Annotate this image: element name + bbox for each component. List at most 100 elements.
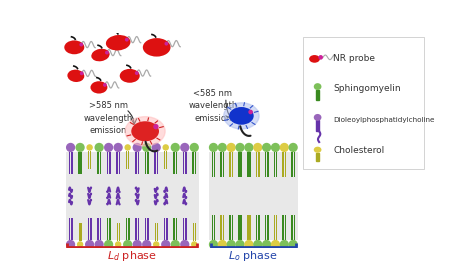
Bar	[128, 151, 129, 169]
Ellipse shape	[191, 241, 198, 248]
Bar	[166, 151, 167, 169]
Ellipse shape	[289, 240, 298, 249]
Circle shape	[79, 43, 83, 47]
Ellipse shape	[120, 69, 140, 83]
Ellipse shape	[253, 143, 263, 152]
Ellipse shape	[271, 143, 280, 152]
Ellipse shape	[244, 143, 254, 152]
Ellipse shape	[104, 143, 113, 152]
Bar	[229, 152, 231, 177]
Ellipse shape	[142, 240, 151, 249]
Bar	[316, 153, 319, 160]
Text: Cholesterol: Cholesterol	[333, 146, 384, 155]
Bar	[249, 215, 251, 240]
Ellipse shape	[133, 143, 142, 152]
Bar	[90, 218, 91, 240]
Bar	[88, 151, 89, 169]
Bar	[264, 152, 266, 177]
Ellipse shape	[218, 240, 227, 249]
Bar	[316, 90, 319, 100]
Bar	[69, 152, 70, 174]
Bar	[220, 215, 222, 240]
Circle shape	[103, 83, 107, 87]
Bar	[185, 152, 187, 174]
Circle shape	[319, 55, 323, 60]
Ellipse shape	[86, 144, 93, 151]
Bar	[293, 152, 295, 177]
Bar	[195, 152, 196, 174]
Circle shape	[125, 38, 129, 42]
Bar	[69, 218, 70, 240]
Ellipse shape	[153, 241, 159, 248]
Ellipse shape	[271, 240, 280, 249]
Bar	[285, 152, 286, 177]
Ellipse shape	[209, 143, 218, 152]
Ellipse shape	[94, 240, 104, 249]
Bar	[109, 218, 110, 240]
Bar	[214, 152, 215, 177]
Ellipse shape	[115, 241, 121, 248]
Bar	[183, 152, 184, 174]
Bar	[66, 152, 199, 240]
Bar	[220, 152, 222, 177]
Bar	[283, 215, 284, 240]
Bar	[273, 152, 275, 177]
Circle shape	[153, 124, 159, 129]
Bar	[232, 215, 233, 240]
Bar	[100, 218, 101, 240]
Bar	[107, 218, 108, 240]
Bar	[229, 215, 231, 240]
Ellipse shape	[289, 143, 298, 152]
Bar	[88, 218, 89, 240]
Bar	[97, 152, 99, 174]
Bar	[240, 215, 242, 240]
Ellipse shape	[314, 114, 321, 121]
Bar	[183, 218, 184, 240]
Bar	[126, 151, 128, 169]
Ellipse shape	[133, 240, 142, 249]
Ellipse shape	[262, 240, 271, 249]
Ellipse shape	[218, 143, 227, 152]
Bar	[147, 218, 149, 240]
Bar	[156, 152, 158, 174]
Bar	[283, 152, 284, 177]
Bar	[238, 215, 240, 240]
Bar	[135, 218, 137, 240]
Bar	[156, 223, 158, 241]
Ellipse shape	[309, 55, 320, 63]
Bar	[211, 215, 213, 240]
Bar	[291, 215, 293, 240]
Circle shape	[105, 51, 109, 54]
Bar	[116, 152, 118, 174]
Bar	[256, 152, 257, 177]
Bar	[79, 223, 80, 241]
Ellipse shape	[152, 143, 161, 152]
Ellipse shape	[125, 117, 165, 146]
Ellipse shape	[66, 240, 75, 249]
Ellipse shape	[236, 143, 245, 152]
Bar	[126, 218, 128, 240]
Text: Dioleoylphosphatidylcholine: Dioleoylphosphatidylcholine	[333, 117, 435, 123]
Ellipse shape	[171, 143, 180, 152]
Bar	[238, 152, 240, 177]
Bar	[291, 152, 293, 177]
Bar	[273, 215, 275, 240]
Ellipse shape	[280, 240, 289, 249]
Bar	[145, 152, 146, 174]
Bar	[128, 218, 129, 240]
Ellipse shape	[244, 240, 254, 249]
Bar	[223, 215, 224, 240]
Bar	[137, 218, 139, 240]
Bar	[264, 215, 266, 240]
Bar	[81, 152, 82, 174]
Bar	[173, 152, 175, 174]
Bar	[193, 223, 194, 241]
Ellipse shape	[77, 241, 83, 248]
Text: <585 nm
wavelength
emission: <585 nm wavelength emission	[188, 89, 237, 123]
Bar	[117, 223, 118, 241]
Bar	[118, 223, 119, 241]
Ellipse shape	[85, 240, 94, 249]
Ellipse shape	[66, 143, 75, 152]
Bar	[164, 218, 165, 240]
Bar	[247, 152, 248, 177]
